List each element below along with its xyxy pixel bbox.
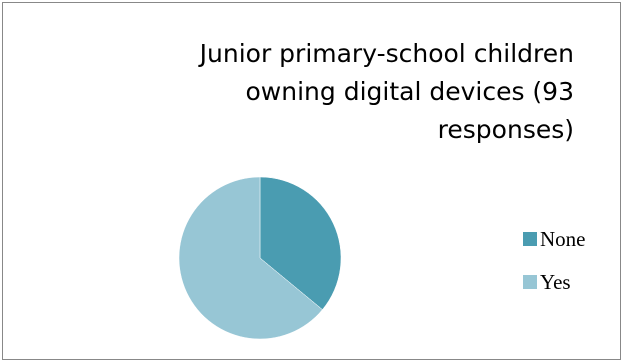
legend-swatch-none (523, 232, 537, 246)
chart-title-line-3: responses) (437, 115, 574, 144)
chart-frame: Junior primary-school children owning di… (2, 2, 621, 360)
pie-chart (178, 176, 342, 340)
chart-title: Junior primary-school children owning di… (144, 35, 574, 149)
chart-legend: None Yes (523, 226, 586, 314)
legend-item-yes: Yes (523, 269, 586, 294)
pie-slice-none (259, 176, 342, 310)
chart-title-line-1: Junior primary-school children (199, 39, 574, 68)
legend-swatch-yes (523, 275, 537, 289)
legend-item-none: None (523, 226, 586, 251)
legend-label-none: None (540, 226, 586, 251)
chart-title-line-2: owning digital devices (93 (245, 77, 575, 106)
pie-slice-yes (178, 176, 323, 340)
legend-label-yes: Yes (540, 269, 571, 294)
